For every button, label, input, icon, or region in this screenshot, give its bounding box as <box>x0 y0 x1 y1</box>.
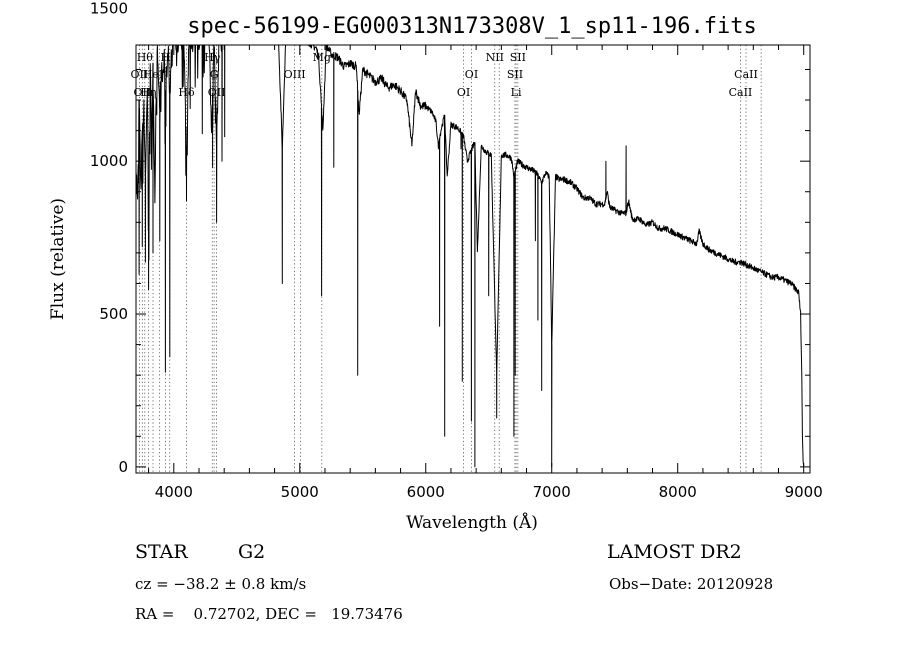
spectral-line-label: SII <box>507 68 523 81</box>
spectral-line-label: Hδ <box>178 86 195 99</box>
spectral-line-label: H <box>161 51 171 64</box>
y-tick-label: 0 <box>118 458 128 476</box>
spectral-line-label: CaII <box>734 68 758 81</box>
y-tick-label: 1500 <box>90 0 128 17</box>
line-markers <box>139 45 762 473</box>
plot-frame <box>135 44 811 474</box>
spectral-line-label: OII <box>131 68 149 81</box>
redshift-text: cz = −38.2 ± 0.8 km/s <box>135 575 307 593</box>
spectral-line-label: Hη <box>140 86 156 99</box>
y-axis-label: Flux (relative) <box>48 198 68 320</box>
x-tick-label: 4000 <box>155 483 193 501</box>
y-tick-label: 500 <box>99 305 128 323</box>
spectral-line-label: OI <box>465 68 478 81</box>
x-axis: 4000 5000 6000 7000 8000 9000 <box>148 45 823 501</box>
x-tick-label: 8000 <box>659 483 697 501</box>
x-tick-label: 9000 <box>785 483 823 501</box>
plot-series <box>135 44 805 468</box>
x-tick-label: 6000 <box>407 483 445 501</box>
chart-title: spec-56199-EG000313N173308V_1_sp11-196.f… <box>187 14 757 39</box>
spectral-line-label: SII <box>510 51 526 64</box>
obs-date: Obs−Date: 20120928 <box>609 575 774 593</box>
spectral-line-label: NII <box>486 51 504 64</box>
spectrum-line <box>135 44 805 468</box>
spectral-line-label: OI <box>457 86 470 99</box>
object-subclass: G2 <box>238 541 266 563</box>
spectral-line-label: Li <box>511 86 522 99</box>
y-axis: 0 500 1000 1500 <box>90 0 810 476</box>
spectral-line-label: Mg <box>313 51 331 64</box>
object-type: STAR <box>135 541 188 563</box>
line-labels: OIIOIIHθHηHeIHHδHγGOIIOIIIMgOIOINIISIILi… <box>131 51 758 99</box>
x-tick-label: 7000 <box>533 483 571 501</box>
spectral-line-label: Hγ <box>204 51 221 64</box>
x-tick-label: 5000 <box>281 483 319 501</box>
spectral-line-label: G <box>210 68 219 81</box>
coordinates: RA = 0.72702, DEC = 19.73476 <box>135 605 403 623</box>
spectral-line-label: CaII <box>729 86 753 99</box>
spectral-line-label: Hθ <box>137 51 154 64</box>
x-axis-label: Wavelength (Å) <box>406 512 538 533</box>
y-tick-label: 1000 <box>90 152 128 170</box>
spectral-line-label: OIII <box>284 68 306 81</box>
survey-name: LAMOST DR2 <box>607 541 742 563</box>
